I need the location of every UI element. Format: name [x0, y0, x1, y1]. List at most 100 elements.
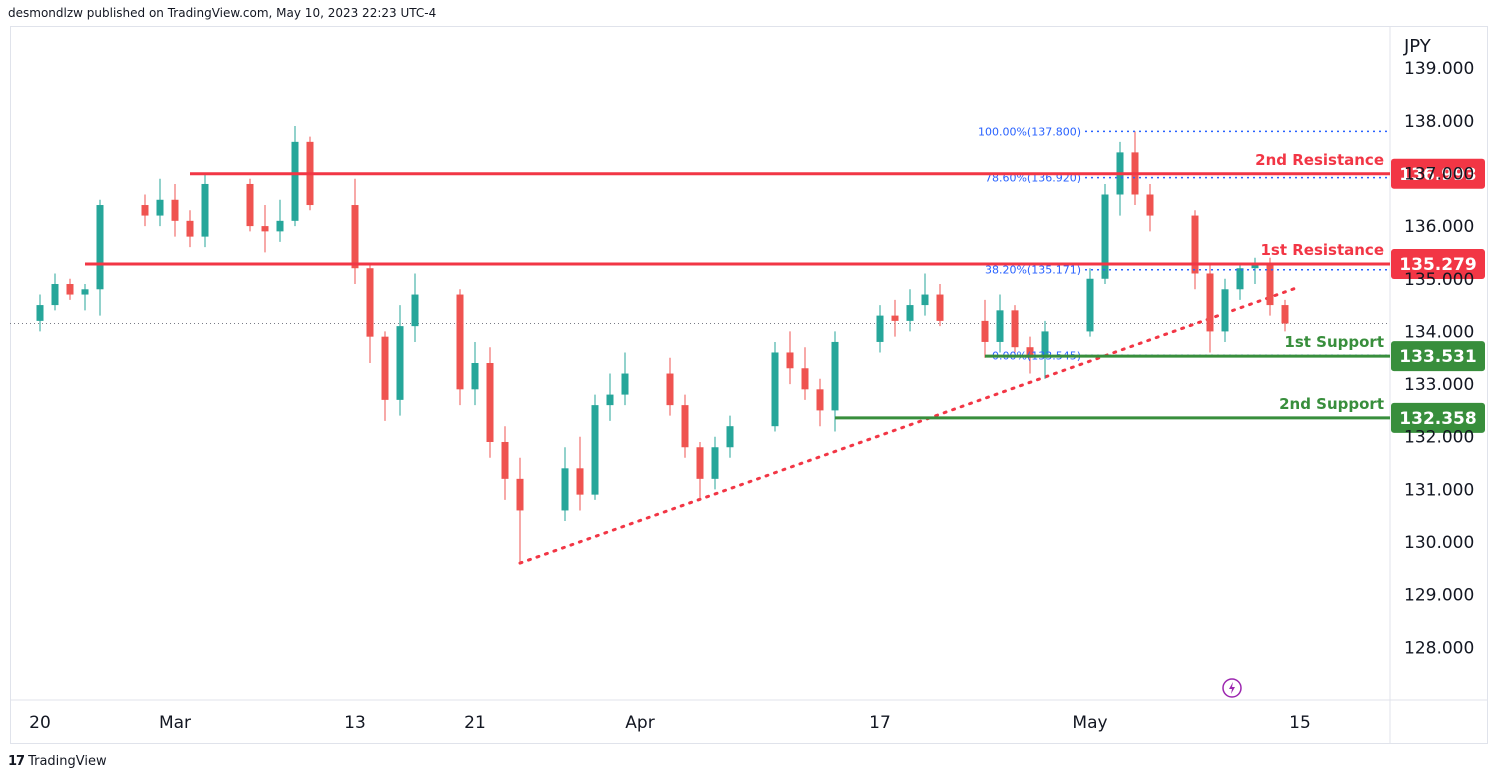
- x-tick-label: 20: [29, 713, 51, 733]
- x-tick-label: Mar: [159, 713, 191, 733]
- candle-body: [831, 341, 839, 411]
- y-tick-label: 131.000: [1404, 480, 1474, 500]
- candle-body: [471, 363, 479, 390]
- price-tag-value: 135.279: [1399, 255, 1476, 275]
- chart-extras: [1222, 678, 1242, 698]
- y-tick-label: 132.000: [1404, 428, 1474, 448]
- candle-body: [801, 368, 809, 390]
- lightning-icon[interactable]: [1222, 678, 1242, 698]
- candle-body: [51, 284, 59, 306]
- candle-body: [96, 205, 104, 290]
- candle-body: [981, 320, 989, 342]
- support-resistance-levels[interactable]: 2nd Resistance 136.993 1st Resistance 135.2…: [85, 151, 1485, 433]
- x-tick-label: May: [1072, 713, 1107, 733]
- candle-body: [261, 226, 269, 232]
- y-tick-label: 138.000: [1404, 112, 1474, 132]
- candle-body: [816, 389, 824, 411]
- candle-body: [996, 310, 1004, 342]
- price-tag: [1391, 158, 1485, 189]
- candle-body: [576, 468, 584, 495]
- candle-body: [66, 284, 74, 295]
- candle-body: [921, 294, 929, 306]
- candle-body: [1251, 262, 1259, 269]
- candle-body: [366, 268, 374, 337]
- x-tick-label: Apr: [625, 713, 654, 733]
- candle-body: [486, 363, 494, 442]
- ascending-trendline[interactable]: [518, 285, 1302, 565]
- y-tick-label: 137.000: [1404, 164, 1474, 184]
- price-tag-value: 132.358: [1399, 409, 1476, 429]
- y-axis[interactable]: JPY 128.000 129.000 130.000 131.000 132.000 13…: [1403, 36, 1474, 658]
- candle-body: [1086, 278, 1094, 332]
- level-label: 2nd Resistance: [1255, 151, 1384, 169]
- candle-body: [561, 468, 569, 511]
- candle-body: [1281, 305, 1289, 324]
- trendline[interactable]: [518, 285, 1302, 565]
- candle-body: [381, 336, 389, 400]
- candle-body: [1101, 194, 1109, 279]
- publisher-info: desmondlzw published on TradingView.com,…: [8, 6, 437, 20]
- currency-label: JPY: [1403, 36, 1432, 57]
- y-tick-label: 135.000: [1404, 270, 1474, 290]
- x-tick-label: 21: [464, 713, 486, 733]
- gridlines: [10, 26, 1488, 744]
- candle-body: [1041, 331, 1049, 358]
- y-tick-label: 133.000: [1404, 375, 1474, 395]
- candle-body: [156, 199, 164, 216]
- candle-body: [1236, 268, 1244, 290]
- candle-body: [36, 305, 44, 321]
- y-tick-label: 139.000: [1404, 59, 1474, 79]
- candle-body: [666, 373, 674, 406]
- y-tick-label: 134.000: [1404, 322, 1474, 342]
- lightning-bolt-icon: [1229, 682, 1235, 694]
- price-tag: [1391, 341, 1485, 372]
- candle-body: [891, 315, 899, 321]
- price-tag-value: 133.531: [1399, 347, 1476, 367]
- candle-body: [621, 373, 629, 395]
- candle-body: [396, 326, 404, 400]
- price-tag: [1391, 402, 1485, 433]
- y-tick-label: 128.000: [1404, 638, 1474, 658]
- y-tick-label: 129.000: [1404, 586, 1474, 606]
- candle-body: [351, 205, 359, 269]
- candle-body: [1026, 347, 1034, 358]
- price-tag: [1391, 249, 1485, 280]
- candle-body: [141, 205, 149, 216]
- candle-body: [876, 315, 884, 342]
- x-axis[interactable]: 20 Mar 13 21 Apr 17 May 15: [29, 713, 1311, 733]
- candle-body: [1206, 273, 1214, 332]
- candle-body: [711, 447, 719, 479]
- candle-body: [696, 447, 704, 479]
- candle-body: [501, 441, 509, 479]
- candle-body: [186, 220, 194, 237]
- fib-level-label: 100.00%(137.800): [978, 125, 1081, 138]
- candle-body: [516, 478, 524, 511]
- candle-body: [606, 394, 614, 406]
- candle-body: [681, 405, 689, 448]
- fib-level-label: 38.20%(135.171): [985, 264, 1081, 277]
- candle-body: [1191, 215, 1199, 274]
- tradingview-logo-icon: 17: [8, 754, 25, 769]
- chart-frame: [10, 26, 1488, 744]
- candle-body: [906, 305, 914, 321]
- price-tag-value: 136.993: [1399, 165, 1476, 185]
- level-label: 2nd Support: [1279, 395, 1384, 413]
- candles: [36, 126, 1289, 564]
- brand-name: TradingView: [28, 754, 107, 769]
- candle-body: [276, 220, 284, 232]
- y-tick-label: 130.000: [1404, 533, 1474, 553]
- footer[interactable]: 17 TradingView: [8, 754, 107, 769]
- candle-body: [771, 352, 779, 427]
- candle-body: [726, 426, 734, 448]
- level-label: 1st Resistance: [1260, 241, 1384, 259]
- candle-body: [1146, 194, 1154, 216]
- y-tick-label: 136.000: [1404, 217, 1474, 237]
- candle-body: [936, 294, 944, 321]
- x-tick-label: 15: [1289, 713, 1311, 733]
- level-label: 1st Support: [1284, 333, 1384, 351]
- candle-body: [1011, 310, 1019, 348]
- candle-body: [171, 199, 179, 221]
- candle-body: [1221, 289, 1229, 332]
- candle-body: [291, 141, 299, 221]
